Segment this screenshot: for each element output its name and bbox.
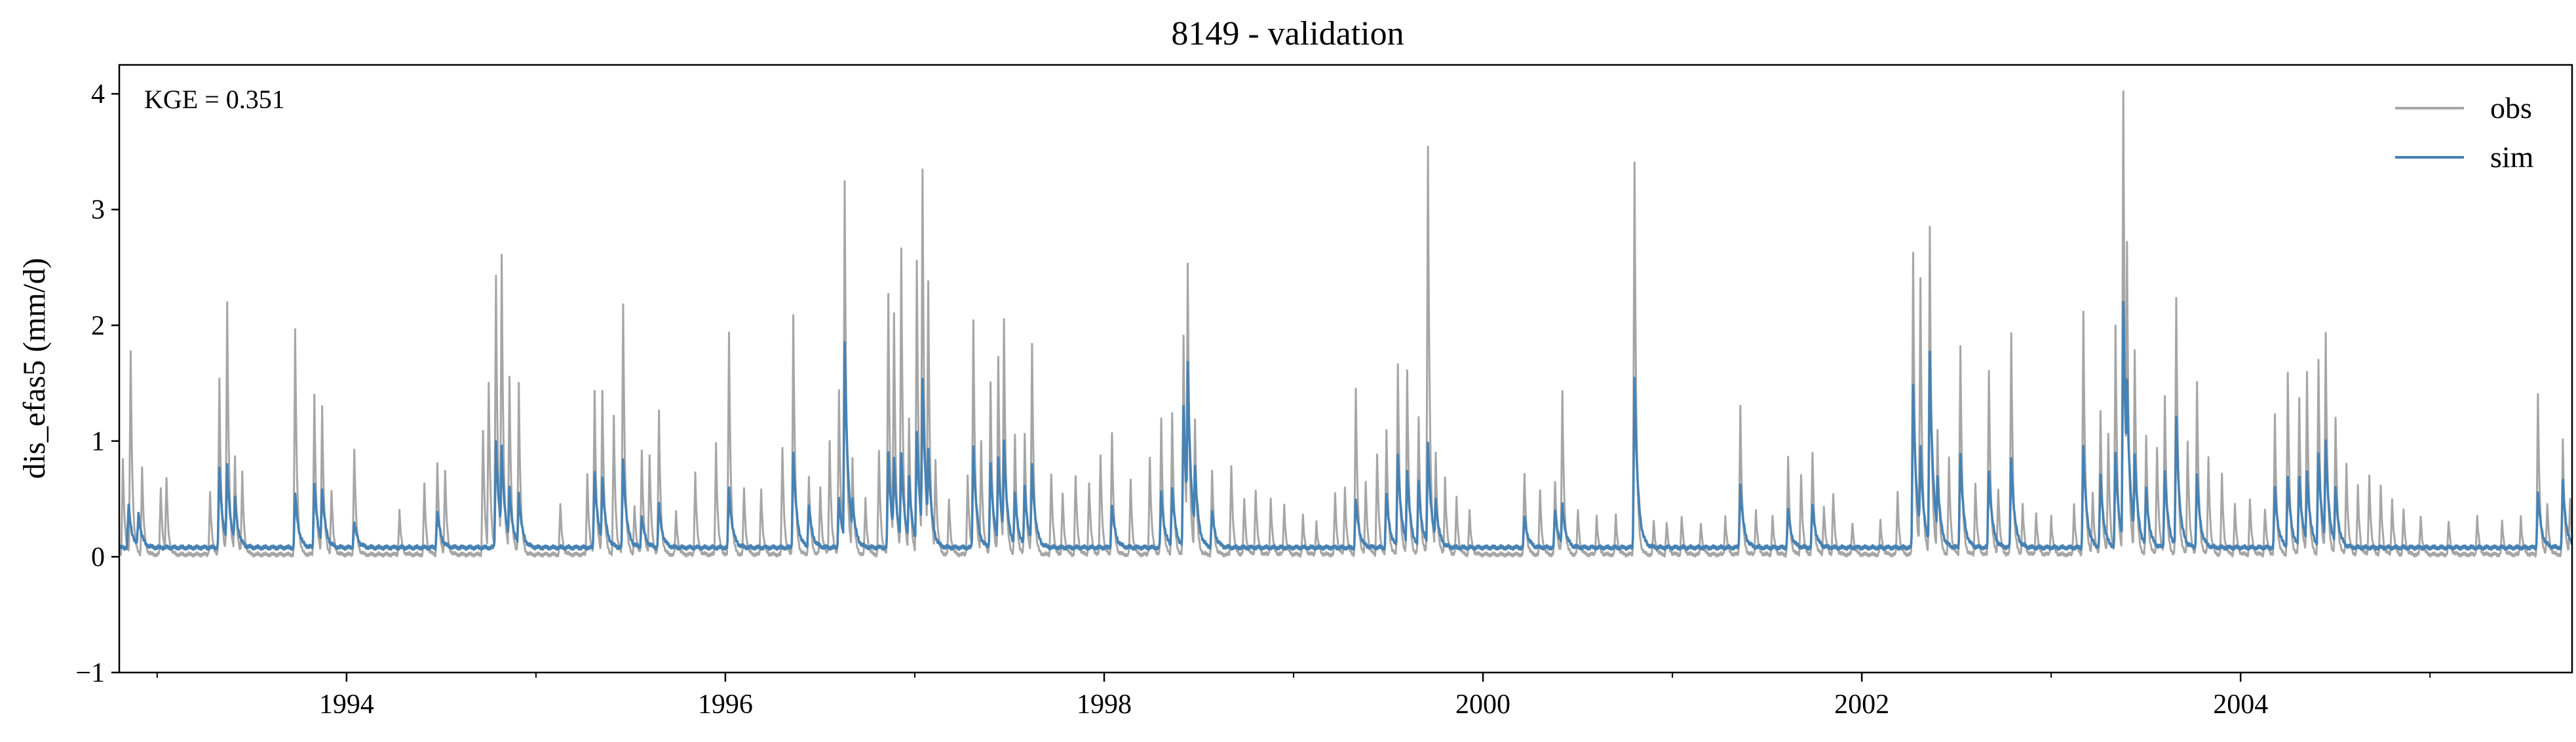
plot-area — [118, 64, 2573, 674]
y-tick-label: 2 — [91, 311, 105, 341]
chart-title: 8149 - validation — [1171, 15, 1404, 52]
x-tick-label: 2000 — [1455, 690, 1510, 720]
series-layer — [118, 90, 2573, 558]
legend: obs sim — [2395, 91, 2534, 174]
y-tick-label: 3 — [91, 195, 105, 225]
series-line-sim — [118, 300, 2573, 551]
y-tick-label: 0 — [91, 542, 105, 572]
x-tick-label: 1996 — [698, 690, 753, 720]
x-tick-label: 2004 — [2213, 690, 2268, 720]
y-tick-label: −1 — [75, 658, 105, 688]
plot-frame — [118, 64, 2573, 674]
x-tick-label: 1994 — [319, 690, 374, 720]
x-tick-label: 1998 — [1077, 690, 1132, 720]
y-axis-label: dis_efas5 (mm/d) — [17, 258, 52, 478]
y-tick-label: 4 — [91, 79, 105, 109]
x-axis: 1994 1996 1998 2000 2002 2004 — [156, 673, 2431, 720]
y-tick-label: 1 — [91, 427, 105, 457]
legend-obs-label: obs — [2490, 91, 2532, 125]
legend-sim-label: sim — [2490, 140, 2534, 174]
y-axis: −1 0 1 2 3 4 — [75, 79, 119, 688]
x-tick-label: 2002 — [1834, 690, 1889, 720]
kge-annotation: KGE = 0.351 — [144, 85, 285, 114]
